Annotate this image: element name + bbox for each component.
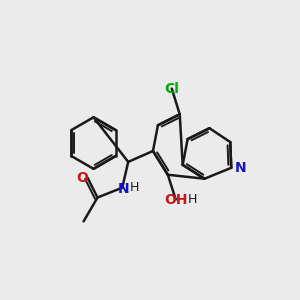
Text: H: H xyxy=(188,193,197,206)
Text: Cl: Cl xyxy=(164,82,179,96)
Text: N: N xyxy=(234,161,246,175)
Text: OH: OH xyxy=(164,193,188,206)
Text: N: N xyxy=(117,182,129,196)
Text: O: O xyxy=(77,171,88,185)
Text: H: H xyxy=(130,181,139,194)
